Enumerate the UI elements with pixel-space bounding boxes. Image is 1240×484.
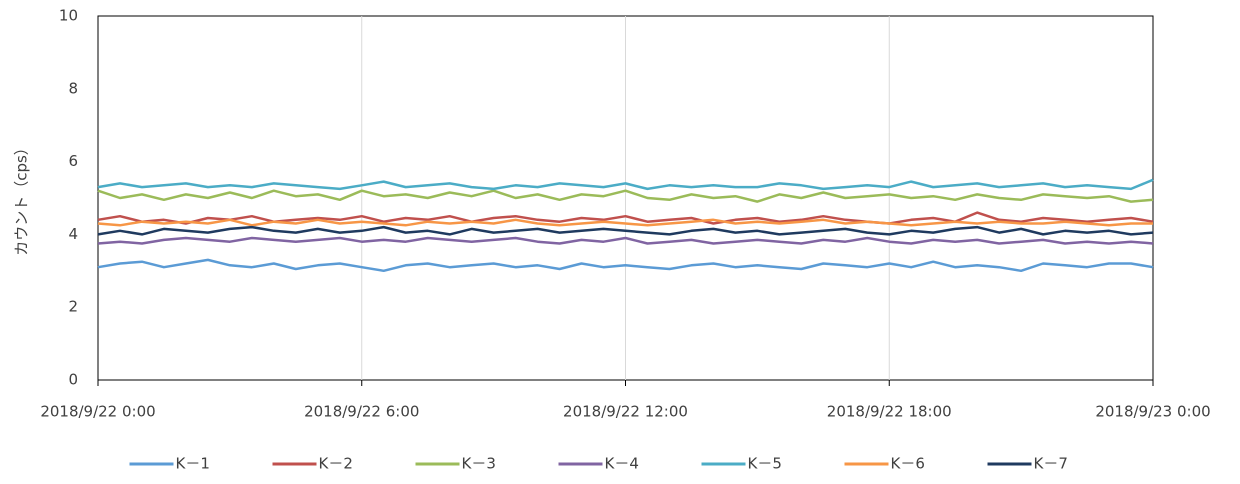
x-tick-label: 2018/9/22 0:00 (40, 403, 155, 421)
y-tick-label: 0 (68, 371, 78, 389)
series-line (97, 218, 1153, 227)
series-line (97, 178, 1154, 191)
legend-label: K－2 (319, 455, 353, 473)
x-tick-label: 2018/9/22 12:00 (563, 403, 688, 421)
legend-label: K－6 (891, 455, 925, 473)
y-tick-label: 8 (68, 79, 78, 97)
series-line (97, 225, 1154, 236)
legend-label: K－1 (176, 455, 210, 473)
legend-label: K－5 (748, 455, 782, 473)
x-tick-label: 2018/9/23 0:00 (1095, 403, 1210, 421)
y-tick-label: 2 (68, 298, 78, 316)
series-line (97, 258, 1154, 273)
y-axis-label: カウント（cps） (13, 140, 31, 256)
legend-label: K－7 (1034, 455, 1068, 473)
x-tick-label: 2018/9/22 18:00 (827, 403, 952, 421)
x-tick-label: 2018/9/22 6:00 (304, 403, 419, 421)
y-tick-label: 6 (68, 152, 78, 170)
series-line (97, 189, 1154, 203)
y-tick-label: 4 (68, 225, 78, 243)
series-line (97, 236, 1154, 245)
y-tick-label: 10 (59, 7, 78, 25)
legend-label: K－4 (605, 455, 639, 473)
legend-label: K－3 (462, 455, 496, 473)
